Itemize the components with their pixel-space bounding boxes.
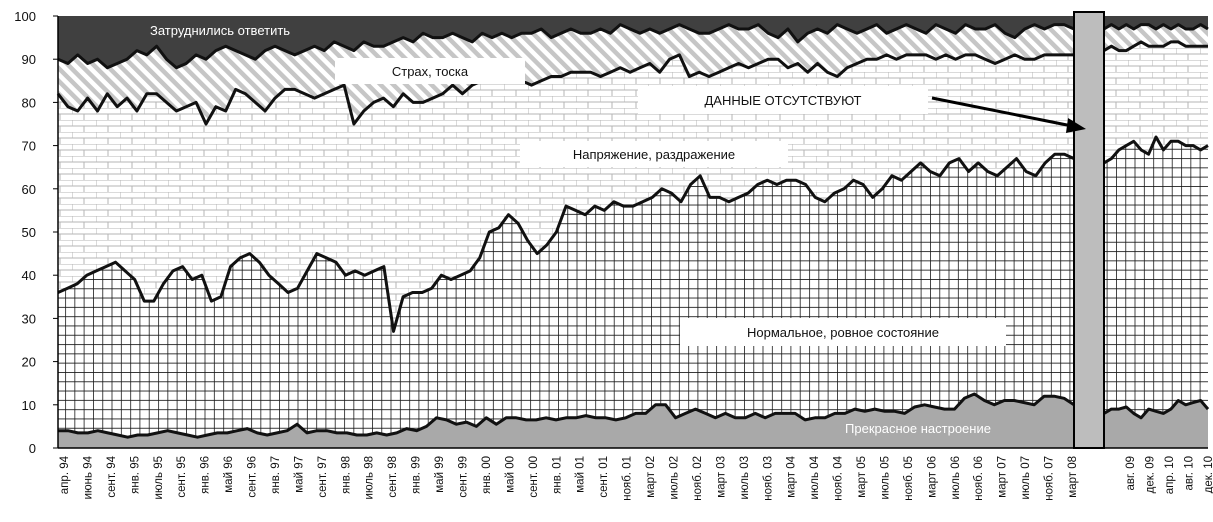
x-tick-label: сент. 99 (458, 456, 470, 498)
x-tick-label: нояб. 01 (622, 456, 634, 501)
series-line-0-segment-0 (58, 392, 1075, 439)
x-tick-label: сент. 95 (176, 456, 188, 498)
x-tick-labels: апр. 94 июнь 94 сент. 94 янв. 95 июль 95 сент… (59, 455, 1213, 500)
area-series-0-segment-1 (1104, 400, 1208, 448)
series-line-3-segment-1 (1103, 23, 1209, 31)
x-tick-label: нояб. 02 (692, 456, 704, 501)
y-tick-label: 20 (22, 355, 36, 370)
area-series-1-segment-1 (1104, 137, 1208, 418)
y-tick-label: 60 (22, 182, 36, 197)
x-tick-label: июль 06 (950, 456, 962, 499)
x-tick-label: янв. 95 (129, 456, 141, 494)
missing-data-bar (1073, 11, 1105, 449)
series-label-strakh: Страх, тоска (392, 64, 469, 79)
x-tick-label: янв. 01 (551, 456, 563, 494)
label-prekrasnoe: Прекрасное настроение (845, 421, 991, 436)
label-normalnoe: Нормальное, ровное состояние (680, 318, 1006, 346)
label-box (335, 58, 525, 84)
series-line-3-segment-0 (57, 23, 1075, 70)
series-line-1-segment-0 (57, 152, 1075, 333)
area-series-2-segment-0 (58, 54, 1074, 332)
label-box (680, 318, 1006, 346)
label-napryazhenie: Напряжение, раздражение (520, 141, 788, 167)
annotation-no-data-text: ДАННЫЕ ОТСУТСТВУЮТ (705, 93, 862, 108)
y-ticks: 0 10 20 30 40 50 60 70 80 90 100 (14, 9, 58, 456)
x-tick-label: сент. 94 (106, 455, 118, 497)
annotation-arrowhead (1066, 118, 1086, 133)
series-line-2-segment-1 (1103, 40, 1208, 53)
chart-lines (56, 23, 1210, 439)
label-strakh: Страх, тоска (335, 58, 525, 84)
x-tick-label: март 08 (1067, 456, 1079, 498)
series-label-zatrudnilis: Затруднились ответить (150, 23, 290, 38)
x-tick-label: май 99 (434, 456, 446, 493)
y-tick-label: 80 (22, 95, 36, 110)
annotation-box (638, 86, 928, 114)
x-tick-label: янв. 98 (340, 456, 352, 494)
label-zatrudnilis: Затруднились ответить (150, 23, 290, 38)
x-tick-label: март 04 (786, 455, 798, 497)
x-tick-label: сент. 00 (528, 456, 540, 498)
x-tick-label: июль 95 (153, 456, 165, 499)
y-tick-label: 10 (22, 398, 36, 413)
x-tick-label: сент. 01 (598, 456, 610, 498)
x-tick-label: май 00 (504, 456, 516, 493)
x-tick-label: нояб. 03 (762, 456, 774, 501)
x-tick-label: июль 98 (364, 456, 376, 499)
x-tick-label: авг. 09 (1125, 456, 1137, 490)
x-tick-label: сент. 97 (317, 456, 329, 498)
x-tick-label: нояб. 06 (973, 456, 985, 501)
x-tick-label: авг. 10 (1184, 456, 1196, 490)
x-tick-label: июль 02 (669, 456, 681, 499)
x-tick-label: янв. 97 (270, 456, 282, 494)
x-tick-label: дек. 10 (1203, 456, 1213, 493)
y-tick-label: 30 (22, 311, 36, 326)
x-tick-label: март 03 (715, 456, 727, 498)
x-tick-label: март 02 (645, 456, 657, 498)
x-tick-label: июль 03 (739, 456, 751, 499)
x-tick-label: янв. 99 (411, 456, 423, 494)
annotation-no-data: ДАННЫЕ ОТСУТСТВУЮТ (638, 86, 1086, 133)
annotation-arrow-line (931, 96, 1073, 128)
x-tick-label: сент. 96 (247, 456, 259, 498)
chart-areas (58, 16, 1208, 448)
x-tick-label: март 07 (997, 456, 1009, 498)
area-series-2-segment-1 (1104, 41, 1208, 163)
area-series-0-segment-0 (58, 394, 1074, 448)
x-tick-label: нояб. 04 (833, 455, 845, 500)
x-tick-label: дек. 09 (1145, 456, 1157, 493)
x-tick-label: июль 04 (809, 455, 821, 499)
series-label-prekrasnoe: Прекрасное настроение (845, 421, 991, 436)
series-line-2-segment-0 (56, 53, 1074, 126)
y-tick-label: 0 (29, 441, 36, 456)
y-tick-label: 100 (14, 9, 36, 24)
x-tick-label: июль 07 (1020, 456, 1032, 499)
x-tick-label: май 01 (575, 456, 587, 493)
x-tick-label: май 96 (223, 456, 235, 493)
area-series-1-segment-0 (58, 154, 1074, 438)
series-label-napryazhenie: Напряжение, раздражение (573, 147, 735, 162)
y-tick-label: 50 (22, 225, 36, 240)
x-tick-label: май 97 (293, 456, 305, 493)
y-tick-label: 40 (22, 268, 36, 283)
x-tick-label: сент. 98 (387, 456, 399, 498)
x-tick-label: янв. 00 (481, 456, 493, 494)
x-tick-label: март 05 (856, 456, 868, 498)
x-tick-label: апр. 94 (59, 455, 71, 494)
label-box (520, 141, 788, 167)
series-line-1-segment-1 (1103, 135, 1209, 165)
area-series-3-segment-1 (1104, 24, 1208, 51)
x-tick-label: нояб. 07 (1044, 456, 1056, 501)
y-tick-label: 90 (22, 52, 36, 67)
x-tick-label: апр. 10 (1164, 456, 1176, 494)
x-tick-label: нояб. 05 (903, 456, 915, 501)
y-tick-label: 70 (22, 139, 36, 154)
x-tick-label: июль 05 (880, 456, 892, 499)
series-label-normalnoe: Нормальное, ровное состояние (747, 325, 939, 340)
x-tick-label: июнь 94 (82, 455, 94, 499)
x-tick-label: янв. 96 (200, 456, 212, 494)
series-line-0-segment-1 (1103, 399, 1210, 420)
x-tick-label: март 06 (926, 456, 938, 498)
